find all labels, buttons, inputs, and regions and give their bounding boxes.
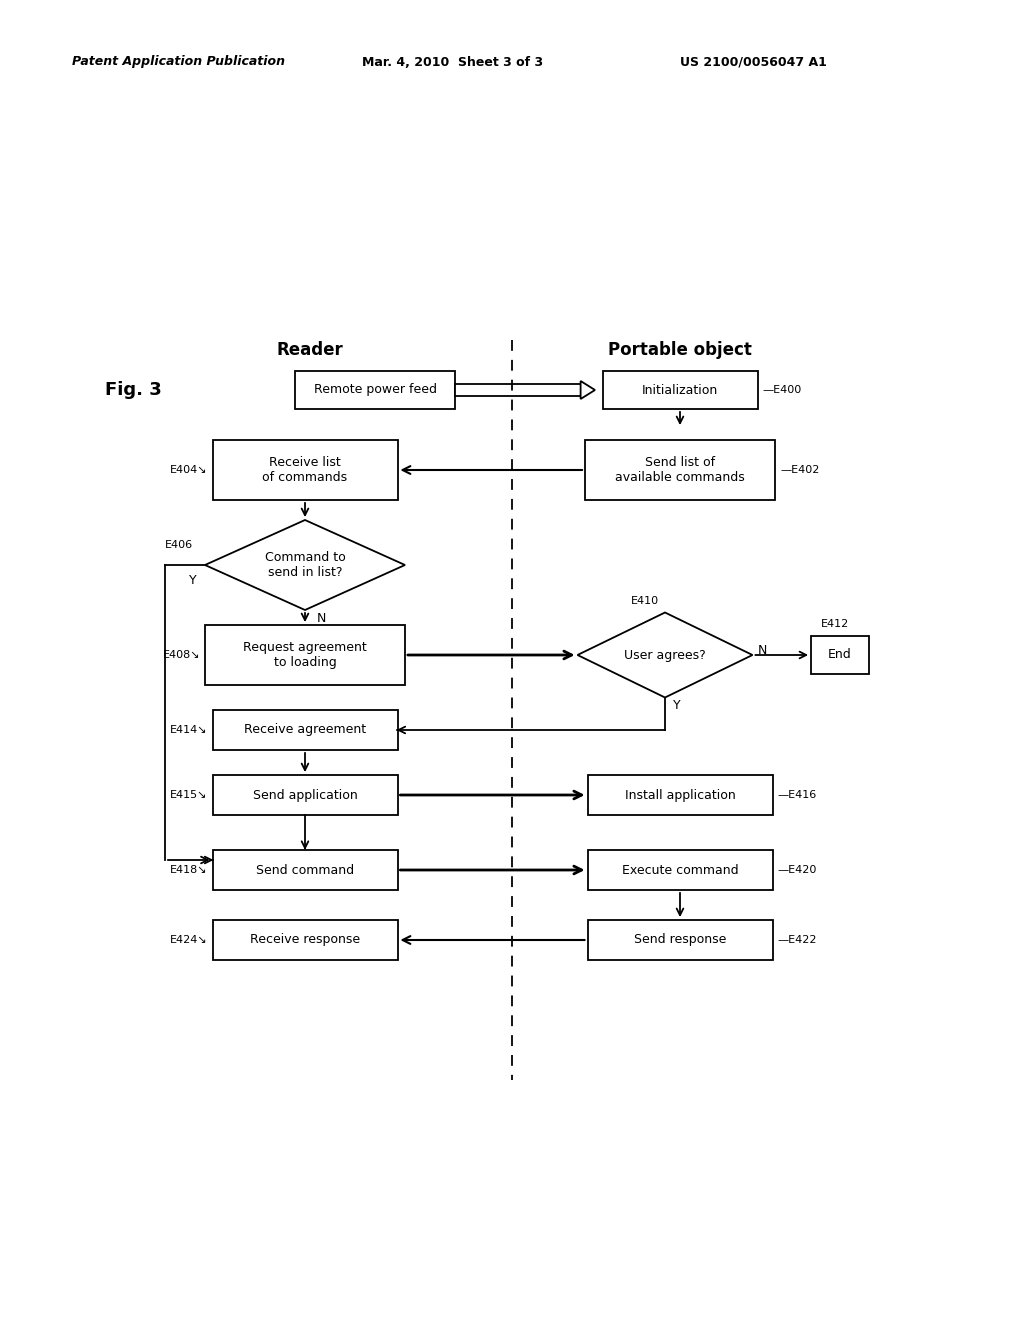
Text: Receive list
of commands: Receive list of commands bbox=[262, 455, 347, 484]
Bar bbox=[213, 775, 397, 814]
Text: Portable object: Portable object bbox=[608, 341, 752, 359]
Bar bbox=[588, 775, 772, 814]
Text: Install application: Install application bbox=[625, 788, 735, 801]
Text: E406: E406 bbox=[165, 540, 194, 550]
Bar bbox=[213, 850, 397, 890]
Text: —E402: —E402 bbox=[780, 465, 819, 475]
Text: US 2100/0056047 A1: US 2100/0056047 A1 bbox=[680, 55, 826, 69]
Text: —E400: —E400 bbox=[763, 385, 802, 395]
Text: —E422: —E422 bbox=[777, 935, 817, 945]
Bar bbox=[295, 371, 455, 409]
Polygon shape bbox=[578, 612, 753, 697]
Bar bbox=[213, 920, 397, 960]
Text: E408↘: E408↘ bbox=[163, 649, 200, 660]
Bar bbox=[205, 624, 406, 685]
Text: E418↘: E418↘ bbox=[170, 865, 208, 875]
Text: Receive response: Receive response bbox=[250, 933, 360, 946]
Text: Remote power feed: Remote power feed bbox=[313, 384, 436, 396]
Text: Patent Application Publication: Patent Application Publication bbox=[72, 55, 285, 69]
Text: Y: Y bbox=[189, 573, 197, 586]
Bar bbox=[585, 440, 775, 500]
Text: User agrees?: User agrees? bbox=[624, 648, 706, 661]
Bar bbox=[213, 440, 397, 500]
Bar bbox=[213, 710, 397, 750]
Text: Request agreement
to loading: Request agreement to loading bbox=[243, 642, 367, 669]
Text: Reader: Reader bbox=[276, 341, 343, 359]
Polygon shape bbox=[205, 520, 406, 610]
Bar bbox=[811, 636, 869, 675]
Text: Command to
send in list?: Command to send in list? bbox=[264, 550, 345, 579]
Bar bbox=[455, 384, 581, 396]
Text: —E420: —E420 bbox=[777, 865, 817, 875]
Text: N: N bbox=[317, 611, 327, 624]
Text: End: End bbox=[828, 648, 852, 661]
Bar bbox=[588, 850, 772, 890]
Text: Y: Y bbox=[673, 700, 681, 711]
Text: Send application: Send application bbox=[253, 788, 357, 801]
Text: Mar. 4, 2010  Sheet 3 of 3: Mar. 4, 2010 Sheet 3 of 3 bbox=[362, 55, 543, 69]
Text: Send response: Send response bbox=[634, 933, 726, 946]
Text: E404↘: E404↘ bbox=[170, 465, 208, 475]
Text: E412: E412 bbox=[821, 619, 849, 630]
Text: E415↘: E415↘ bbox=[170, 789, 208, 800]
Polygon shape bbox=[581, 381, 595, 399]
Text: N: N bbox=[758, 644, 767, 656]
Text: Send list of
available commands: Send list of available commands bbox=[615, 455, 744, 484]
Text: E424↘: E424↘ bbox=[170, 935, 208, 945]
Text: E414↘: E414↘ bbox=[170, 725, 208, 735]
Text: Receive agreement: Receive agreement bbox=[244, 723, 366, 737]
Text: —E416: —E416 bbox=[777, 789, 817, 800]
Text: Initialization: Initialization bbox=[642, 384, 718, 396]
Text: Fig. 3: Fig. 3 bbox=[105, 381, 162, 399]
Text: Execute command: Execute command bbox=[622, 863, 738, 876]
Text: Send command: Send command bbox=[256, 863, 354, 876]
Bar bbox=[602, 371, 758, 409]
Text: E410: E410 bbox=[631, 595, 659, 606]
Bar bbox=[588, 920, 772, 960]
